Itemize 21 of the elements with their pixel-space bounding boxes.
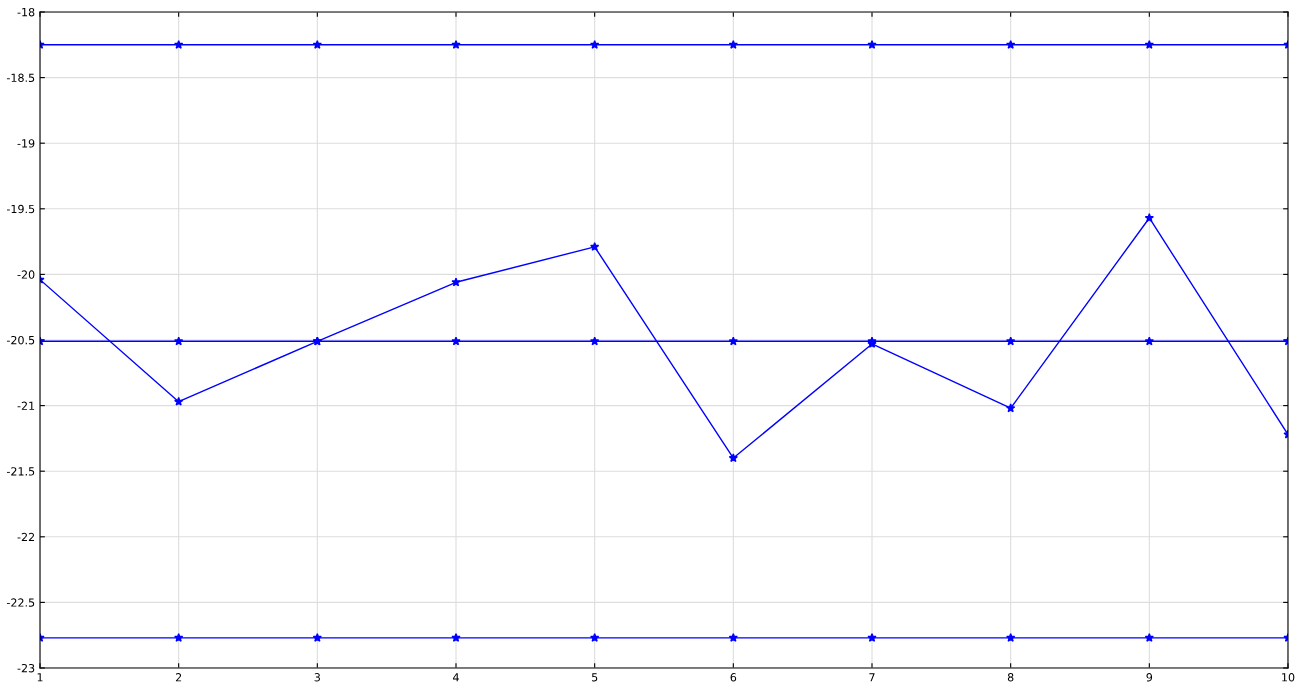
- x-tick-label: 10: [1282, 673, 1295, 682]
- x-tick-label: 9: [1146, 673, 1153, 682]
- y-tick-label: -19.5: [6, 204, 35, 214]
- x-tick-label: 1: [37, 673, 43, 682]
- x-tick-label: 7: [869, 673, 875, 682]
- y-tick-label: -21: [17, 401, 35, 410]
- y-tick-label: -22.5: [6, 598, 35, 607]
- y-tick-label: -22: [17, 532, 35, 542]
- y-tick-label: -18.5: [6, 73, 35, 82]
- y-tick-label: -18: [17, 7, 35, 17]
- x-tick-label: 4: [453, 673, 459, 682]
- x-tick-label: 5: [591, 673, 598, 682]
- y-tick-label: -19: [17, 139, 35, 148]
- y-tick-label: -21.5: [6, 467, 35, 476]
- y-tick-label: -20.5: [6, 335, 35, 345]
- y-tick-label: -23: [17, 663, 35, 673]
- x-tick-label: 2: [175, 673, 182, 682]
- x-tick-label: 6: [730, 673, 737, 682]
- x-tick-label: 3: [314, 673, 320, 682]
- x-tick-label: 8: [1007, 673, 1014, 682]
- y-tick-label: -20: [17, 270, 35, 279]
